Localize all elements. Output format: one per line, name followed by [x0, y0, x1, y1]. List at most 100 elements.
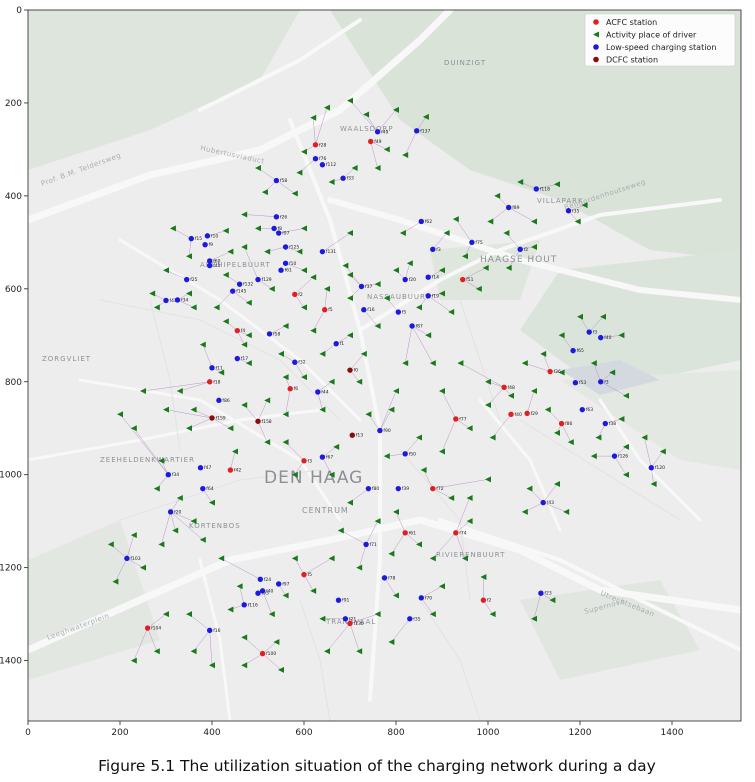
- station-label: f130: [354, 621, 364, 627]
- low-speed-charging-stationpoint: [648, 465, 654, 471]
- station-label: f58: [273, 331, 280, 337]
- driver-activity-point: [429, 611, 436, 618]
- driver-activity-point: [480, 573, 487, 580]
- station-label: f58: [280, 178, 287, 184]
- driver-link: [370, 141, 378, 169]
- driver-link: [508, 249, 521, 269]
- driver-link: [432, 232, 447, 250]
- acfc-stationpoint: [227, 467, 234, 473]
- legend-marker: [593, 19, 599, 25]
- driver-link: [170, 511, 203, 540]
- y-tick-label: 200: [5, 99, 22, 109]
- driver-activity-point: [374, 611, 381, 618]
- driver-activity-point: [347, 271, 353, 278]
- driver-activity-point: [549, 597, 556, 604]
- station-label: f90: [383, 428, 390, 434]
- acfc-stationpoint: [547, 368, 553, 375]
- station-label: f67: [326, 455, 333, 461]
- driver-activity-point: [374, 165, 381, 171]
- station-label: f50: [409, 451, 416, 457]
- station-label: f49: [374, 139, 381, 145]
- driver-link: [358, 544, 367, 568]
- driver-link: [349, 613, 378, 624]
- low-speed-charging-stationpoint: [241, 602, 247, 608]
- driver-activity-point: [462, 555, 468, 562]
- driver-link: [317, 381, 332, 393]
- driver-activity-point: [443, 230, 450, 237]
- driver-activity-point: [347, 97, 353, 104]
- driver-link: [207, 230, 226, 237]
- station-label: f33: [347, 176, 354, 182]
- low-speed-charging-stationpoint: [469, 239, 475, 246]
- low-speed-charging-stationpoint: [377, 427, 383, 434]
- station-label: f132: [243, 282, 253, 288]
- driver-activity-point: [291, 471, 298, 478]
- low-speed-charging-stationpoint: [167, 509, 174, 515]
- low-speed-charging-stationpoint: [165, 472, 171, 478]
- driver-activity-point: [218, 555, 225, 562]
- driver-activity-point: [218, 369, 225, 376]
- x-axis: 0 200 400 600 800 1000 1200 1400: [25, 721, 684, 738]
- driver-activity-point: [296, 169, 303, 176]
- driver-link: [568, 204, 585, 211]
- low-speed-charging-stationpoint: [407, 616, 413, 622]
- driver-link: [278, 228, 305, 234]
- driver-activity-point: [140, 388, 146, 395]
- station-label: f116: [248, 602, 258, 608]
- driver-activity-point: [567, 439, 574, 446]
- driver-activity-point: [324, 648, 330, 655]
- driver-link: [421, 586, 443, 599]
- driver-link: [243, 246, 259, 280]
- station-label: f62: [425, 219, 432, 225]
- driver-activity-point: [347, 332, 353, 339]
- low-speed-charging-stationpoint: [207, 262, 213, 269]
- low-speed-charging-stationpoint: [579, 406, 585, 413]
- station-label: f2: [524, 247, 529, 253]
- acfc-stationpoint: [508, 411, 514, 417]
- driver-link: [322, 446, 337, 458]
- acfc-stationpoint: [301, 458, 307, 464]
- low-speed-charging-stationpoint: [315, 389, 321, 395]
- driver-activity-point: [623, 443, 629, 450]
- low-speed-charging-stationpoint: [273, 177, 280, 184]
- driver-activity-point: [255, 225, 261, 232]
- driver-link: [211, 417, 231, 429]
- station-label: f100: [266, 651, 276, 657]
- low-speed-charging-stationpoint: [340, 175, 346, 181]
- driver-link: [490, 207, 509, 222]
- driver-link: [543, 502, 567, 513]
- driver-activity-point: [531, 218, 537, 225]
- dcfc-stationpoint: [349, 432, 355, 438]
- driver-activity-point: [393, 267, 399, 274]
- driver-activity-point: [227, 606, 234, 613]
- map-label-villapark: VILLAPARK: [537, 197, 584, 205]
- driver-link: [262, 590, 273, 615]
- driver-activity-point: [554, 481, 560, 487]
- driver-link: [126, 535, 135, 559]
- acfc-stationpoint: [301, 571, 307, 578]
- low-speed-charging-stationpoint: [163, 297, 169, 304]
- station-label: f74: [459, 530, 466, 536]
- driver-link: [370, 141, 387, 150]
- station-label: f43: [547, 500, 554, 506]
- driver-activity-point: [222, 227, 229, 234]
- driver-link: [391, 618, 410, 643]
- x-tick-label: 1200: [569, 728, 592, 738]
- low-speed-charging-stationpoint: [234, 355, 240, 362]
- driver-link: [285, 442, 305, 461]
- y-axis: 0 200 400 600 800 1000 1200 1400: [0, 6, 28, 667]
- driver-link: [483, 600, 493, 615]
- driver-activity-point: [595, 434, 602, 441]
- driver-activity-point: [402, 360, 409, 367]
- driver-link: [404, 263, 411, 280]
- driver-link: [340, 530, 367, 545]
- driver-activity-point: [163, 267, 169, 274]
- low-speed-charging-stationpoint: [374, 129, 381, 135]
- y-tick-label: 1200: [0, 564, 22, 574]
- driver-activity-point: [485, 378, 491, 385]
- driver-link: [294, 460, 305, 475]
- low-speed-charging-stationpoint: [402, 276, 408, 283]
- low-speed-charging-stationpoint: [342, 616, 349, 622]
- driver-link: [257, 400, 268, 422]
- driver-link: [361, 283, 378, 287]
